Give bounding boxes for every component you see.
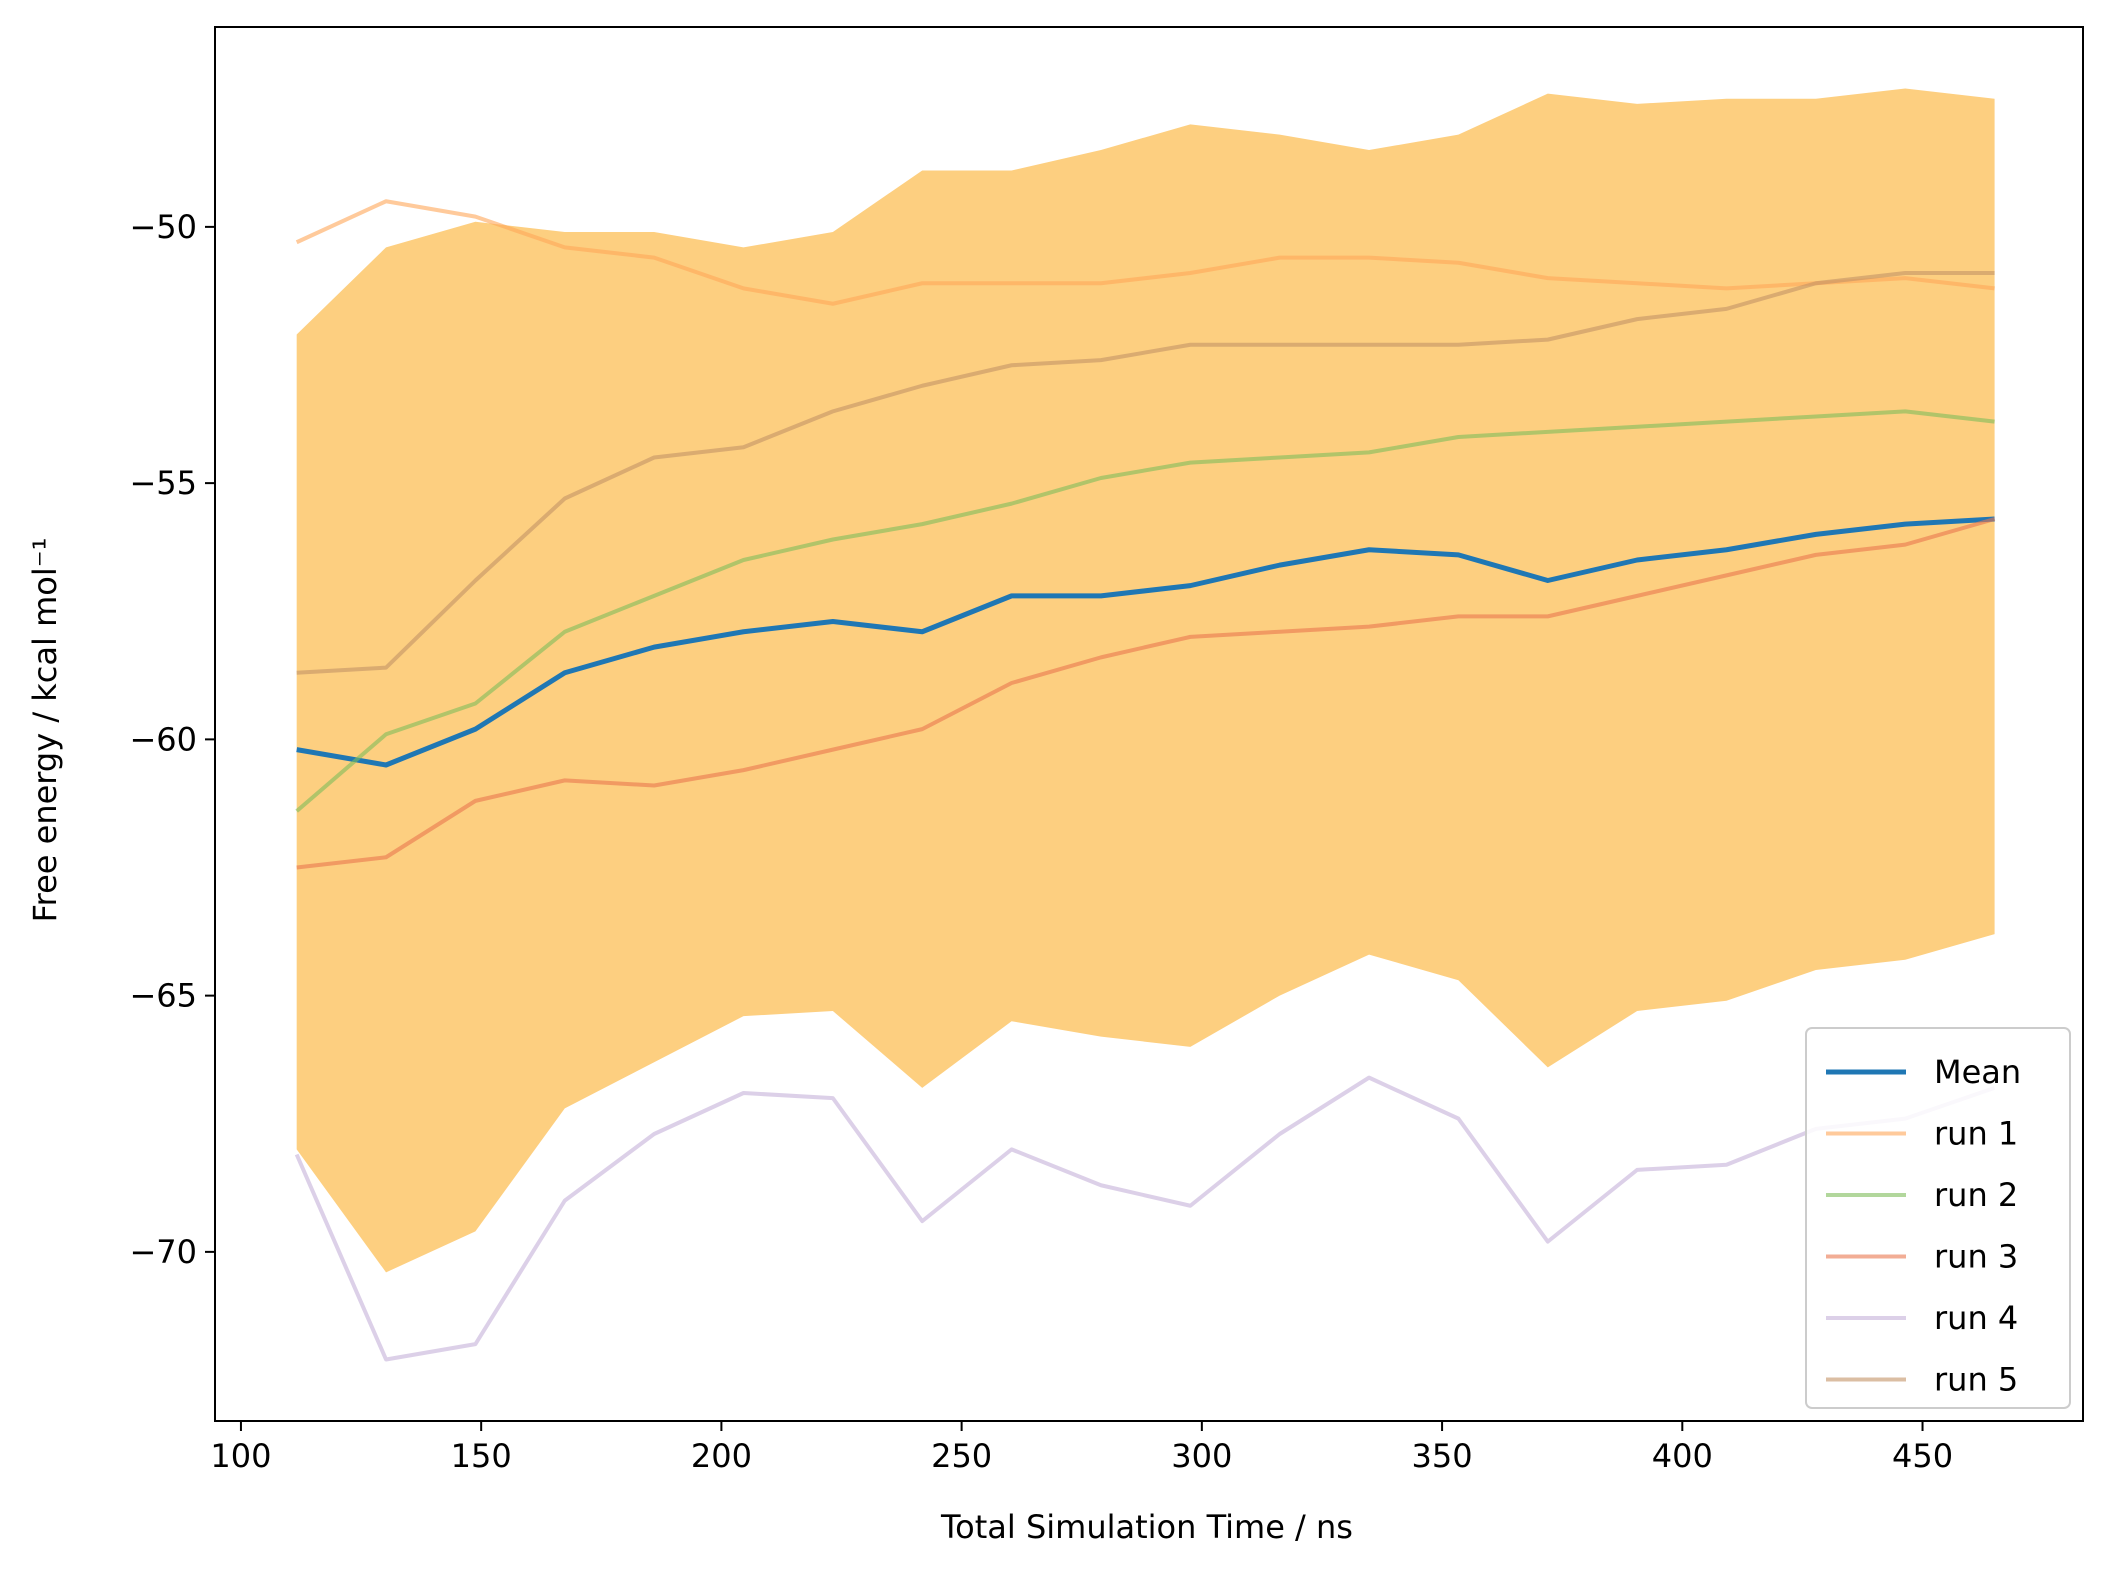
- legend-label-run-5: run 5: [1934, 1361, 2018, 1399]
- y-tick-label: −55: [129, 464, 197, 502]
- x-tick-label: 450: [1892, 1437, 1953, 1475]
- y-tick-label: −50: [129, 208, 197, 246]
- x-axis-ticks: 100 150 200 250 300 350 400 450: [210, 1421, 1953, 1475]
- legend-box: [1805, 1027, 2071, 1409]
- series-line-run-3: [296, 517, 1996, 870]
- x-tick-label: 250: [931, 1437, 992, 1475]
- y-axis-ticks: −50 −55 −60 −65 −70: [129, 208, 215, 1271]
- y-tick-label: −70: [129, 1233, 197, 1271]
- legend-label-mean: Mean: [1934, 1053, 2021, 1091]
- y-tick-label: −60: [129, 720, 197, 758]
- series-line-run-5: [296, 271, 1995, 675]
- axes-frame: [214, 26, 2084, 1422]
- legend-label-run-1: run 1: [1934, 1115, 2018, 1153]
- legend: Mean run 1 run 2 run 3 run 4 run 5: [1805, 1027, 2071, 1409]
- series-line-run-1: [295, 199, 1995, 306]
- series-line-run-2: [295, 409, 1995, 813]
- confidence-band: [296, 88, 1995, 1273]
- legend-label-run-4: run 4: [1934, 1299, 2018, 1337]
- x-tick-label: 400: [1652, 1437, 1713, 1475]
- x-tick-label: 300: [1171, 1437, 1232, 1475]
- x-tick-label: 350: [1412, 1437, 1473, 1475]
- series-layer: [294, 199, 1996, 1362]
- confidence-band-layer: [296, 88, 1995, 1273]
- x-tick-label: 200: [691, 1437, 752, 1475]
- legend-label-run-3: run 3: [1934, 1238, 2018, 1276]
- series-line-run-4: [294, 1075, 1996, 1362]
- y-tick-label: −65: [129, 977, 197, 1015]
- x-tick-label: 100: [210, 1437, 271, 1475]
- series-line-mean: [296, 516, 1995, 768]
- y-axis-label: Free energy / kcal mol⁻¹: [26, 538, 64, 923]
- x-axis-label: Total Simulation Time / ns: [940, 1508, 1353, 1546]
- x-tick-label: 150: [451, 1437, 512, 1475]
- legend-label-run-2: run 2: [1934, 1176, 2018, 1214]
